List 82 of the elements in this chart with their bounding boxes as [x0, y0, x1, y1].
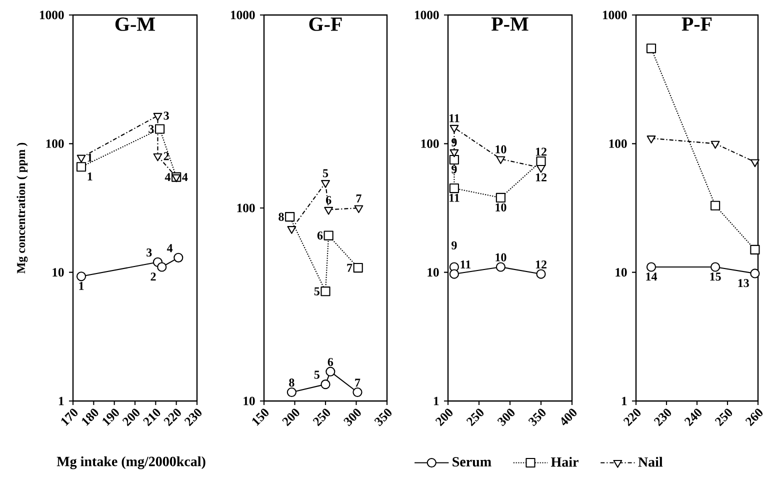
x-tick-label: 300 — [497, 408, 515, 426]
x-tick-label: 350 — [528, 408, 546, 426]
y-tick-label: 100 — [46, 139, 64, 148]
x-tick-label: 350 — [374, 408, 392, 426]
x-tick-label: 150 — [252, 408, 269, 426]
annotation: 2 — [150, 272, 156, 281]
chart-title: P-F — [682, 18, 712, 31]
annotation: 5 — [314, 287, 320, 296]
x-tick-label: 220 — [164, 408, 181, 426]
x-tick-label: 250 — [466, 408, 484, 426]
chart-title: G-M — [115, 18, 155, 31]
annotation: 6 — [328, 358, 334, 366]
x-tick-label: 250 — [714, 408, 732, 426]
y-tick-label: 100 — [237, 204, 255, 212]
y-tick-label: 10 — [616, 268, 627, 277]
legend-label: Nail — [638, 456, 663, 467]
annotation: 4 — [164, 173, 171, 182]
annotation: 7 — [347, 264, 352, 272]
legend-label: Serum — [452, 457, 492, 467]
x-tick-label: 230 — [654, 408, 672, 426]
annotation: 13 — [738, 279, 749, 288]
annotation: 12 — [536, 260, 546, 268]
chart-title: G-F — [309, 17, 342, 31]
annotation: 7 — [356, 194, 362, 202]
annotation: 9 — [452, 138, 457, 146]
annotation: 1 — [79, 282, 84, 290]
annotation: 6 — [317, 232, 323, 240]
annotation: 1 — [88, 154, 92, 162]
x-tick-label: 170 — [61, 408, 78, 426]
annotation: 12 — [536, 148, 546, 156]
x-tick-label: 200 — [435, 408, 453, 426]
annotation: 8 — [289, 378, 294, 387]
annotation: 4 — [166, 244, 173, 252]
x-tick-label: 230 — [184, 408, 202, 426]
y-tick-label: 100 — [421, 139, 439, 148]
y-tick-label: 100 — [609, 139, 627, 148]
chart-title: P-M — [491, 18, 528, 31]
y-tick-label: 1000 — [40, 10, 64, 20]
x-tick-label: 180 — [82, 408, 98, 426]
x-tick-label: 220 — [623, 408, 641, 426]
x-tick-label: 250 — [312, 408, 330, 426]
annotation: 15 — [710, 272, 721, 281]
annotation: 5 — [322, 169, 328, 178]
y-tick-label: 10 — [244, 396, 255, 406]
y-tick-label: 1 — [434, 396, 439, 406]
y-tick-label: 10 — [52, 268, 64, 277]
y-tick-label: 1000 — [230, 10, 255, 20]
annotation: 4 — [182, 173, 188, 182]
annotation: 10 — [496, 145, 506, 154]
annotation: 1 — [88, 172, 92, 180]
legend-label: Hair — [550, 456, 578, 467]
annotation: 11 — [450, 114, 460, 122]
annotation: 9 — [452, 165, 457, 174]
x-tick-label: 260 — [745, 408, 763, 426]
x-tick-label: 190 — [102, 408, 119, 426]
x-tick-label: 210 — [143, 408, 160, 426]
x-tick-label: 200 — [282, 408, 300, 426]
annotation: 11 — [450, 194, 460, 202]
x-tick-label: 300 — [344, 408, 361, 426]
annotation: 2 — [164, 152, 169, 160]
y-tick-label: 10 — [428, 268, 439, 277]
annotation: 7 — [355, 378, 360, 387]
annotation: 10 — [496, 203, 506, 212]
y-tick-label: 1 — [622, 396, 627, 406]
x-tick-label: 400 — [561, 408, 577, 426]
annotation: 9 — [452, 241, 457, 250]
y-axis-title: Mg concentration ( ppm ) — [16, 142, 28, 274]
annotation: 3 — [148, 124, 154, 134]
annotation: 3 — [146, 248, 152, 257]
y-tick-label: 1000 — [602, 10, 627, 20]
annotation: 3 — [164, 112, 169, 120]
annotation: 8 — [278, 212, 284, 221]
x-axis-title: Mg intake (mg/2000kcal) — [56, 456, 206, 470]
annotation: 5 — [314, 370, 320, 379]
x-tick-label: 240 — [684, 408, 702, 426]
y-tick-label: 1 — [58, 396, 64, 406]
annotation: 12 — [536, 173, 546, 182]
x-tick-label: 200 — [122, 408, 140, 426]
y-tick-label: 1000 — [414, 10, 439, 20]
annotation: 11 — [460, 260, 471, 268]
annotation: 14 — [646, 272, 658, 281]
annotation: 10 — [496, 253, 506, 262]
